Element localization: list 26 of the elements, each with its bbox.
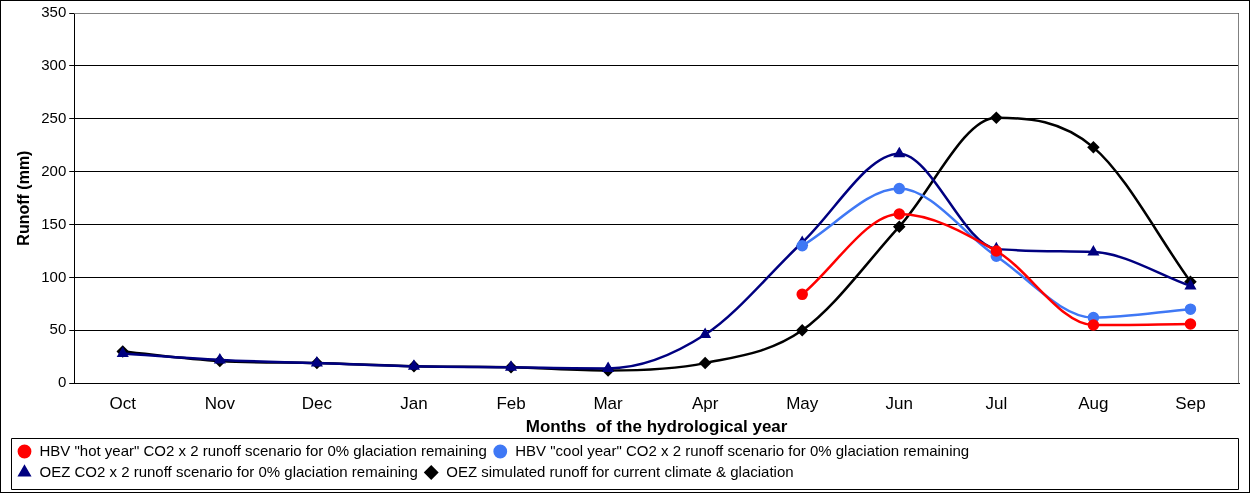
legend-label: OEZ CO2 x 2 runoff scenario for 0% glaciation remaining bbox=[39, 462, 418, 480]
x-tick-label: Mar bbox=[593, 394, 624, 414]
x-tick-label: Jun bbox=[885, 394, 913, 414]
y-axis-title: Runoff (mm) bbox=[15, 150, 33, 246]
legend-label: HBV "hot year" CO2 x 2 runoff scenario for 0% glaciation remaining bbox=[39, 441, 487, 459]
x-tick-label: Apr bbox=[691, 394, 719, 414]
x-tick-label: May bbox=[786, 394, 819, 414]
x-tick-label: Aug bbox=[1078, 394, 1109, 414]
x-tick-label: Nov bbox=[204, 394, 236, 414]
x-axis-title: Months of the hydrological year bbox=[525, 417, 788, 437]
legend-label: OEZ simulated runoff for current climate & glaciation bbox=[446, 462, 794, 480]
x-tick-label: Oct bbox=[109, 394, 137, 414]
y-tick-label: 250 bbox=[41, 108, 67, 126]
x-tick-label: Feb bbox=[496, 394, 526, 414]
x-tick-label: Dec bbox=[301, 394, 333, 414]
y-tick-label: 200 bbox=[41, 161, 67, 179]
y-tick-label: 0 bbox=[57, 373, 67, 391]
x-tick-label: Jul bbox=[985, 394, 1008, 414]
y-tick-label: 300 bbox=[41, 56, 67, 74]
y-tick-label: 50 bbox=[49, 320, 67, 338]
x-tick-label: Jan bbox=[400, 394, 428, 414]
legend-label: HBV "cool year" CO2 x 2 runoff scenario for 0% glaciation remaining bbox=[515, 441, 970, 459]
y-tick-label: 150 bbox=[41, 214, 67, 232]
y-tick-label: 100 bbox=[41, 267, 67, 285]
y-tick-label: 350 bbox=[41, 3, 67, 21]
x-tick-label: Sep bbox=[1175, 394, 1206, 414]
